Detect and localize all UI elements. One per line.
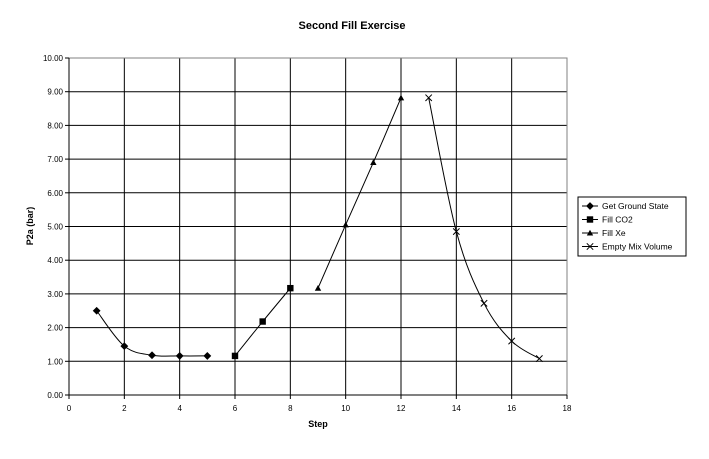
x-tick-label: 18: [563, 404, 572, 413]
legend-item-get-ground-state: Get Ground State: [582, 201, 669, 211]
y-tick-label: 6.00: [47, 189, 63, 198]
y-tick-label: 8.00: [47, 121, 63, 130]
marker-stroke: [452, 228, 460, 236]
marker-stroke: [508, 337, 516, 345]
series-line-empty-mix-volume: [428, 97, 540, 360]
legend-item-fill-xe: Fill Xe: [582, 228, 626, 238]
legend-item-fill-co2: Fill CO2: [582, 215, 633, 225]
legend: Get Ground State Fill CO2 Fill Xe Empty Mix…: [577, 196, 687, 257]
x-axis-label: Step: [308, 419, 328, 429]
marker-stroke: [480, 299, 488, 307]
legend-label: Fill CO2: [602, 215, 633, 225]
y-tick-label: 2.00: [47, 324, 63, 333]
data-point-get-ground-state: [203, 352, 212, 360]
series-fill-co2: [231, 284, 294, 360]
x-tick-label: 0: [67, 404, 72, 413]
data-point-fill-co2: [231, 352, 239, 360]
data-point-get-ground-state: [120, 342, 129, 351]
y-tick-label: 1.00: [47, 357, 63, 366]
chart-title: Second Fill Exercise: [299, 20, 406, 32]
marker-stroke: [586, 242, 594, 251]
y-tick-label: 10.00: [43, 54, 64, 63]
data-point-fill-xe: [397, 94, 405, 101]
x-tick-label: 12: [397, 404, 406, 413]
y-tick-label: 9.00: [47, 88, 63, 97]
y-tick-label: 0.00: [47, 391, 63, 400]
legend-item-empty-mix-volume: Empty Mix Volume: [582, 242, 673, 252]
y-axis-ticks: 0.00 1.00 2.00 3.00 4.00 5.00 6.00 7.00 8.00 9.00…: [43, 54, 69, 400]
legend-marker: [586, 229, 594, 236]
legend-label: Fill Xe: [602, 228, 626, 238]
data-point-empty-mix-volume: [480, 299, 488, 307]
data-point-get-ground-state: [175, 352, 184, 360]
legend-marker: [586, 216, 594, 223]
legend-label: Get Ground State: [602, 201, 669, 211]
data-point-empty-mix-volume: [452, 228, 460, 236]
x-tick-label: 8: [288, 404, 293, 413]
legend-marker: [586, 202, 594, 210]
marker-stroke: [425, 94, 433, 102]
y-tick-label: 4.00: [47, 256, 63, 265]
series-line-fill-xe: [317, 97, 402, 289]
x-tick-label: 6: [233, 404, 238, 413]
data-point-fill-xe: [342, 221, 349, 228]
data-point-empty-mix-volume: [535, 355, 543, 363]
data-point-get-ground-state: [148, 351, 156, 360]
x-tick-label: 4: [177, 404, 182, 413]
series-get-ground-state: [92, 306, 212, 360]
data-point-empty-mix-volume: [425, 94, 433, 102]
y-tick-label: 5.00: [47, 223, 63, 232]
y-tick-label: 7.00: [47, 155, 63, 164]
x-tick-label: 10: [341, 404, 350, 413]
data-point-empty-mix-volume: [508, 337, 516, 345]
legend-marker: [586, 242, 594, 251]
series-empty-mix-volume: [425, 94, 543, 363]
x-tick-label: 2: [122, 404, 127, 413]
x-tick-label: 14: [452, 404, 461, 413]
x-tick-label: 16: [507, 404, 516, 413]
marker-stroke: [535, 355, 543, 363]
y-axis-label: P2a (bar): [25, 207, 35, 246]
y-tick-label: 3.00: [47, 290, 63, 299]
data-point-fill-co2: [287, 284, 294, 292]
data-point-fill-co2: [259, 318, 266, 325]
data-point-get-ground-state: [92, 306, 101, 315]
series-layer: [92, 94, 543, 363]
data-point-fill-xe: [314, 284, 322, 291]
series-fill-xe: [314, 94, 405, 291]
data-point-fill-xe: [370, 159, 377, 166]
x-axis-ticks: 0 2 4 6 8 10 12 14 16 18: [67, 395, 572, 413]
legend-label: Empty Mix Volume: [602, 242, 673, 252]
